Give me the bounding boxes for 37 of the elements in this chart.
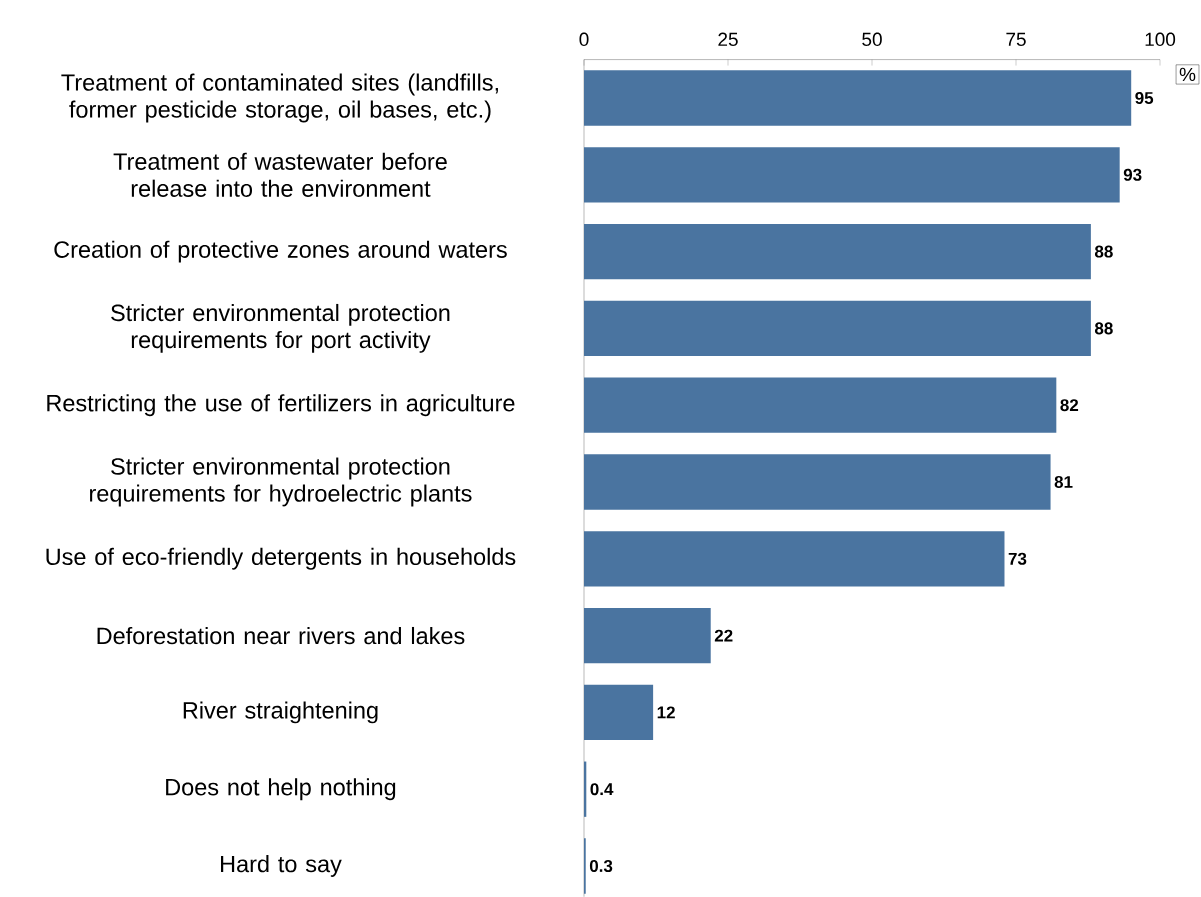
y-tick-label: Deforestation near rivers and lakes [97, 626, 465, 645]
bar [584, 70, 1132, 126]
data-label: 93 [1123, 168, 1142, 181]
data-label: 0.4 [590, 783, 614, 796]
y-tick-label: Use of eco-friendly detergents in households [46, 547, 516, 570]
x-tick-label: 75 [1006, 32, 1026, 47]
data-label: 0.3 [589, 859, 613, 873]
y-tick-label: Stricter environmental protection requirements for port activity [111, 303, 450, 353]
bar [584, 684, 654, 741]
data-label: 95 [1135, 91, 1154, 104]
bar [584, 300, 1091, 357]
y-tick-label: Treatment of wastewater before release into the environment [113, 152, 447, 197]
bar [584, 454, 1051, 510]
data-label: 22 [714, 629, 733, 642]
data-label: 88 [1094, 322, 1113, 335]
x-axis-title: % [1179, 67, 1196, 82]
data-label: 82 [1060, 399, 1079, 412]
x-tick-label: 0 [579, 32, 589, 47]
data-label: 12 [657, 706, 675, 719]
y-tick-label: Treatment of contaminated sites (landfills, former pesticide storage, oil bases, etc.) [61, 73, 498, 123]
bar [584, 223, 1091, 280]
y-tick-label: Hard to say [221, 855, 342, 877]
x-tick-label: 100 [1145, 32, 1176, 47]
y-tick-label: Does not help nothing [166, 778, 396, 801]
x-tick-label: 50 [862, 32, 882, 47]
bar [584, 377, 1057, 433]
bar [584, 531, 1005, 587]
y-tick-label: Creation of protective zones around waters [54, 240, 507, 263]
data-label: 81 [1054, 475, 1073, 489]
data-label: 88 [1094, 245, 1113, 258]
x-tick-label: 25 [718, 32, 738, 47]
bar [584, 607, 711, 664]
bar [584, 147, 1120, 203]
y-tick-label: Stricter environmental protection requirements for hydroelectric plants [90, 457, 472, 507]
y-tick-label: Restricting the use of fertilizers in agriculture [47, 394, 515, 417]
data-label: 73 [1008, 552, 1027, 565]
y-tick-label: River straightening [183, 701, 378, 724]
